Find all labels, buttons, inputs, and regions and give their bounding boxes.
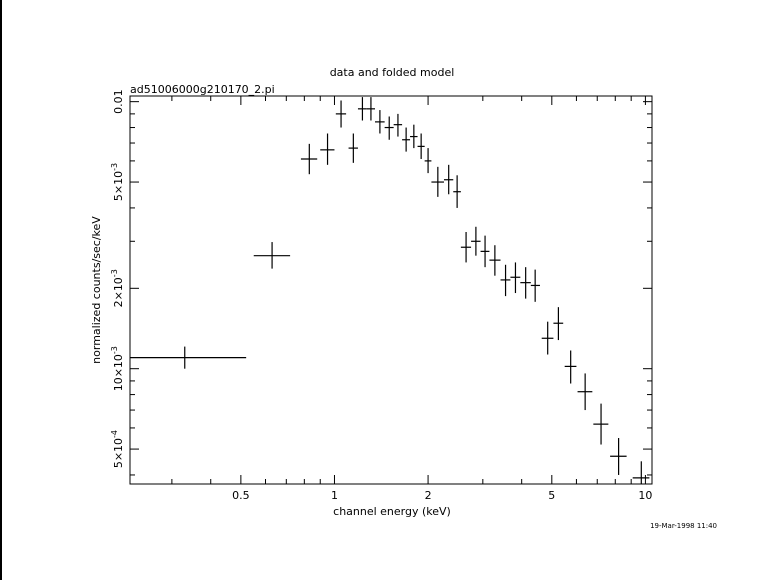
y-tick-label: 10×10-3 bbox=[110, 346, 125, 391]
data-point bbox=[348, 133, 358, 163]
chart-title: data and folded model bbox=[330, 66, 455, 79]
data-point bbox=[564, 350, 577, 384]
data-point bbox=[510, 262, 521, 294]
data-point bbox=[384, 116, 394, 140]
data-point bbox=[357, 97, 367, 121]
plot-frame bbox=[129, 95, 653, 485]
y-axis-ticks: 5×10-4 10×10-3 2×10-3 5×10-3 0.01 bbox=[110, 89, 652, 476]
timestamp: 19-Mar-1998 11:40 bbox=[650, 522, 717, 530]
y-tick-label: 5×10-3 bbox=[110, 163, 125, 201]
data-point bbox=[453, 175, 461, 208]
data-point bbox=[417, 133, 425, 159]
x-axis-label: channel energy (keV) bbox=[333, 505, 451, 518]
data-point bbox=[541, 321, 554, 355]
y-axis-label: normalized counts/sec/keV bbox=[90, 216, 103, 364]
data-point bbox=[300, 143, 318, 175]
data-point bbox=[402, 127, 411, 152]
data-point bbox=[393, 113, 403, 137]
x-tick-label: 1 bbox=[331, 489, 338, 502]
y-tick-label: 2×10-3 bbox=[110, 269, 125, 307]
data-point bbox=[366, 97, 375, 121]
data-point bbox=[553, 307, 564, 341]
data-point bbox=[530, 269, 540, 302]
data-point bbox=[320, 133, 335, 165]
data-point bbox=[130, 346, 247, 369]
data-point bbox=[335, 100, 347, 128]
data-point bbox=[424, 148, 432, 174]
data-point bbox=[253, 242, 291, 269]
y-tick-label: 0.01 bbox=[112, 89, 125, 114]
data-point bbox=[410, 124, 418, 149]
data-point bbox=[489, 245, 501, 276]
x-axis-ticks: 0.5 1 2 5 10 bbox=[171, 96, 652, 502]
data-points bbox=[130, 97, 650, 484]
data-point bbox=[500, 264, 511, 297]
data-point bbox=[577, 373, 593, 411]
data-point bbox=[431, 166, 444, 197]
x-tick-label: 2 bbox=[425, 489, 432, 502]
y-tick-label: 5×10-4 bbox=[110, 430, 125, 468]
chart-subtitle: ad51006000g210170_2.pi bbox=[130, 83, 275, 96]
data-point bbox=[460, 232, 472, 263]
window-left-edge bbox=[0, 0, 2, 580]
data-point bbox=[374, 110, 385, 134]
x-tick-label: 0.5 bbox=[232, 489, 250, 502]
data-point bbox=[593, 403, 609, 445]
data-point bbox=[632, 461, 650, 484]
data-point bbox=[520, 267, 531, 299]
data-point bbox=[610, 438, 627, 475]
x-tick-label: 5 bbox=[548, 489, 555, 502]
data-point bbox=[443, 164, 454, 195]
data-point bbox=[480, 235, 490, 268]
x-tick-label: 10 bbox=[638, 489, 652, 502]
data-point bbox=[471, 226, 481, 256]
